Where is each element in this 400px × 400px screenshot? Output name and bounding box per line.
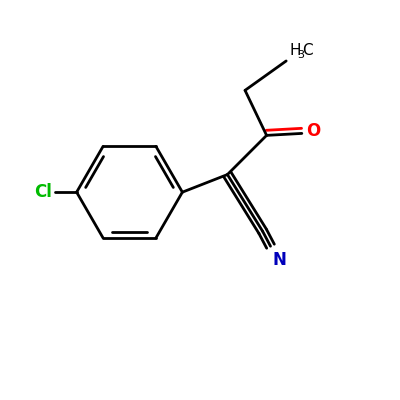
Text: N: N: [272, 251, 286, 269]
Text: 3: 3: [297, 50, 304, 60]
Text: Cl: Cl: [34, 183, 52, 201]
Text: O: O: [306, 122, 321, 140]
Text: C: C: [303, 43, 313, 58]
Text: H: H: [289, 43, 301, 58]
